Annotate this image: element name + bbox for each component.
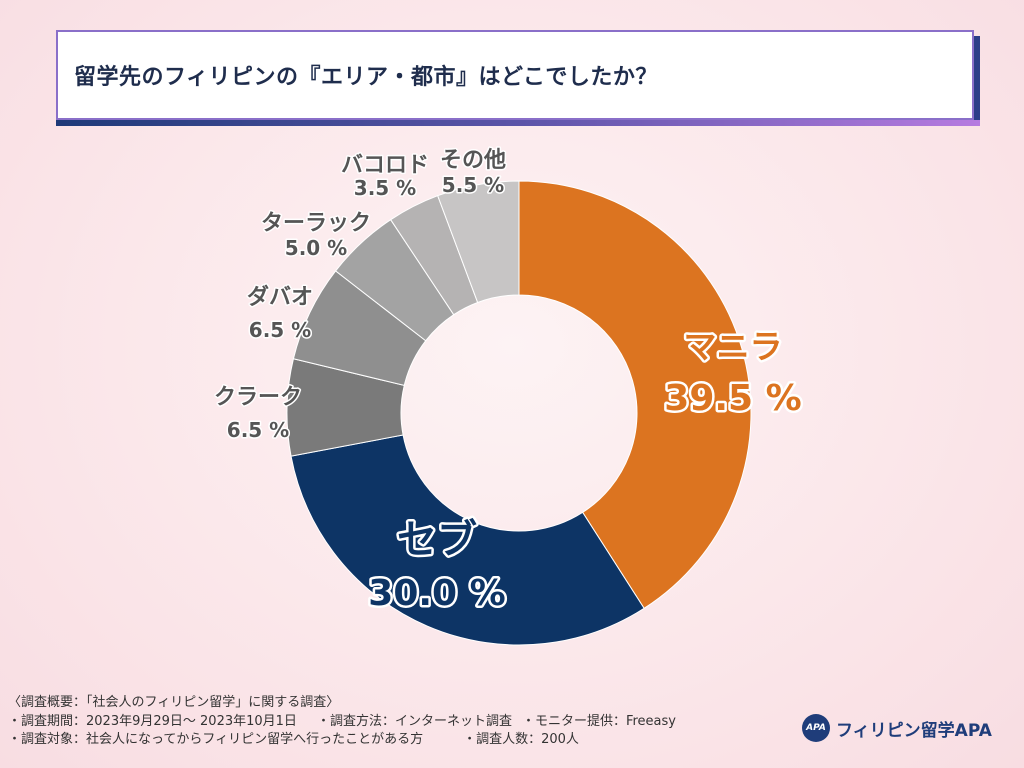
- slice-label-5: ターラック: [261, 211, 371, 236]
- footer-target: ・調査対象：社会人になってからフィリピン留学へ行ったことがある方: [8, 732, 424, 747]
- slice-label-4: ダバオ: [247, 284, 313, 310]
- slice-label-7: その他: [440, 148, 506, 173]
- survey-footer: 〈調査概要：「社会人のフィリピン留学」に関する調査〉 ・調査期間：2023年9月…: [8, 694, 798, 750]
- brand-logo-icon: APA: [802, 714, 830, 742]
- slice-value-1: 39.5 %: [664, 378, 801, 419]
- page-title: 留学先のフィリピンの『エリア・都市』はどこでしたか？: [74, 65, 658, 90]
- footer-period: ・調査期間：2023年9月29日〜 2023年10月1日: [8, 713, 297, 729]
- footer-method: ・調査方法：インターネット調査: [316, 713, 512, 729]
- donut-slice-1: [518, 180, 752, 610]
- footer-count: ・調査人数：200人: [463, 732, 579, 747]
- slice-value-3: 6.5 %: [227, 418, 289, 442]
- slice-value-2: 30.0 %: [368, 573, 505, 614]
- brand-name: フィリピン留学APA: [836, 720, 992, 741]
- donut-slice-2: [290, 434, 645, 646]
- footer-row-2: ・調査期間：2023年9月29日〜 2023年10月1日 ・調査方法：インターネッ…: [8, 713, 798, 732]
- slice-label-2: セブ: [397, 517, 477, 563]
- slice-label-6: バコロド: [341, 153, 429, 178]
- slice-label-1: マニラ: [684, 327, 783, 366]
- donut-slice-7: [437, 180, 520, 304]
- title-box: 留学先のフィリピンの『エリア・都市』はどこでしたか？: [56, 30, 980, 126]
- slice-label-3: クラーク: [214, 385, 302, 410]
- footer-monitor: ・モニター提供：Freeasy: [521, 713, 676, 729]
- slice-value-6: 3.5 %: [354, 176, 416, 200]
- footer-overview: 〈調査概要：「社会人のフィリピン留学」に関する調査〉: [8, 695, 340, 710]
- slice-value-4: 6.5 %: [249, 318, 311, 342]
- brand: APA フィリピン留学APA: [802, 712, 992, 744]
- footer-row-3: ・調査対象：社会人になってからフィリピン留学へ行ったことがある方 ・調査人数：20…: [8, 731, 798, 750]
- slice-value-7: 5.5 %: [442, 173, 504, 197]
- slice-value-5: 5.0 %: [285, 236, 347, 260]
